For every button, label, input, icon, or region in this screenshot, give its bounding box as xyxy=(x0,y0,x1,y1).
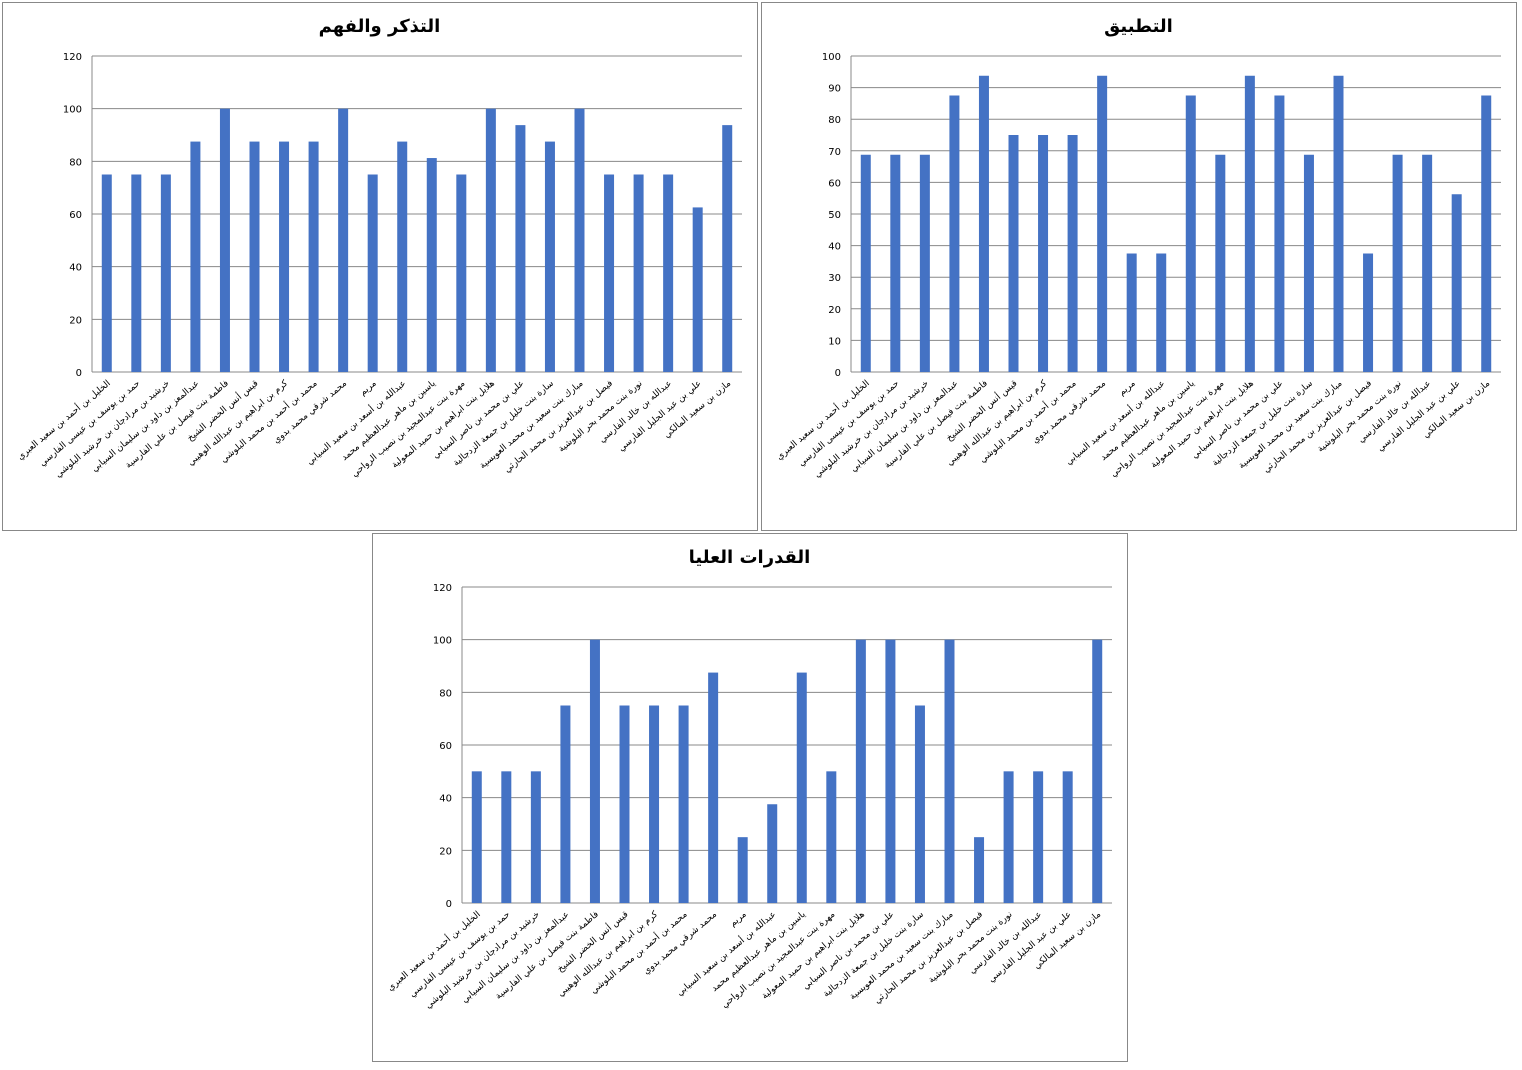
y-tick-label: 40 xyxy=(828,242,841,253)
y-tick-label: 100 xyxy=(822,52,841,63)
bar xyxy=(737,837,748,903)
bar xyxy=(1215,154,1226,372)
bar xyxy=(219,108,230,373)
bar xyxy=(1363,253,1374,372)
y-tick-label: 60 xyxy=(69,210,82,221)
bar xyxy=(663,174,674,372)
bar xyxy=(692,207,703,372)
bar xyxy=(308,141,319,372)
bar xyxy=(826,771,837,903)
bar xyxy=(1067,135,1078,372)
bar xyxy=(1392,154,1403,372)
bar xyxy=(1274,95,1285,372)
bar xyxy=(1303,154,1314,372)
y-tick-label: 90 xyxy=(828,84,841,95)
bar xyxy=(708,672,719,903)
bar xyxy=(367,174,378,372)
chart-title: القدرات العليا xyxy=(689,547,811,568)
bar xyxy=(949,95,960,372)
y-tick-label: 80 xyxy=(439,688,452,699)
bar xyxy=(604,174,615,372)
bar xyxy=(1038,135,1049,372)
bar xyxy=(1244,75,1255,372)
bar xyxy=(919,154,930,372)
y-tick-label: 0 xyxy=(835,368,841,379)
y-tick-label: 100 xyxy=(63,105,82,116)
bar xyxy=(397,141,408,372)
bar xyxy=(338,108,349,373)
chart-title: التذكر والفهم xyxy=(319,16,441,37)
bar xyxy=(101,174,112,372)
bar xyxy=(574,108,585,373)
bar xyxy=(885,639,896,903)
y-tick-label: 80 xyxy=(69,157,82,168)
bar xyxy=(279,141,290,372)
y-tick-label: 20 xyxy=(439,846,452,857)
bar xyxy=(560,705,571,903)
bar xyxy=(589,639,600,903)
y-tick-label: 40 xyxy=(69,263,82,274)
bar xyxy=(515,125,526,372)
bar xyxy=(426,158,437,372)
bar xyxy=(471,771,482,903)
y-tick-label: 120 xyxy=(433,583,452,594)
bar xyxy=(767,804,778,903)
bar xyxy=(1126,253,1137,372)
bar xyxy=(619,705,630,903)
bar xyxy=(860,154,871,372)
bar xyxy=(1185,95,1196,372)
bar xyxy=(1062,771,1073,903)
bar xyxy=(1156,253,1167,372)
bar xyxy=(1333,75,1344,372)
y-tick-label: 50 xyxy=(828,210,841,221)
y-tick-label: 20 xyxy=(828,305,841,316)
bar xyxy=(1033,771,1044,903)
bar xyxy=(855,639,866,903)
bar xyxy=(890,154,901,372)
bar xyxy=(1422,154,1433,372)
y-tick-label: 60 xyxy=(439,741,452,752)
bar xyxy=(544,141,555,372)
y-tick-label: 60 xyxy=(828,178,841,189)
bar xyxy=(1481,95,1492,372)
bar xyxy=(160,174,171,372)
bar xyxy=(944,639,955,903)
y-tick-label: 120 xyxy=(63,52,82,63)
y-tick-label: 100 xyxy=(433,636,452,647)
chart-frame xyxy=(761,2,1517,531)
bar xyxy=(633,174,644,372)
bar xyxy=(131,174,142,372)
y-tick-label: 20 xyxy=(69,315,82,326)
y-tick-label: 70 xyxy=(828,147,841,158)
bar xyxy=(190,141,201,372)
bar xyxy=(485,108,496,373)
y-tick-label: 0 xyxy=(446,899,452,910)
bar xyxy=(249,141,260,372)
bar xyxy=(501,771,512,903)
bar xyxy=(456,174,467,372)
bar xyxy=(722,125,733,372)
y-tick-label: 40 xyxy=(439,794,452,805)
bar xyxy=(1097,75,1108,372)
bar xyxy=(649,705,660,903)
bar xyxy=(974,837,985,903)
y-tick-label: 0 xyxy=(76,368,82,379)
bar xyxy=(978,75,989,372)
bar xyxy=(796,672,807,903)
bar xyxy=(1003,771,1014,903)
y-tick-label: 80 xyxy=(828,115,841,126)
bar xyxy=(678,705,689,903)
y-tick-label: 30 xyxy=(828,273,841,284)
bar xyxy=(1008,135,1019,372)
chart-title: التطبيق xyxy=(1104,16,1173,37)
bar xyxy=(1451,194,1462,372)
y-tick-label: 10 xyxy=(828,336,841,347)
bar xyxy=(1092,639,1103,903)
bar xyxy=(914,705,925,903)
bar xyxy=(530,771,541,903)
